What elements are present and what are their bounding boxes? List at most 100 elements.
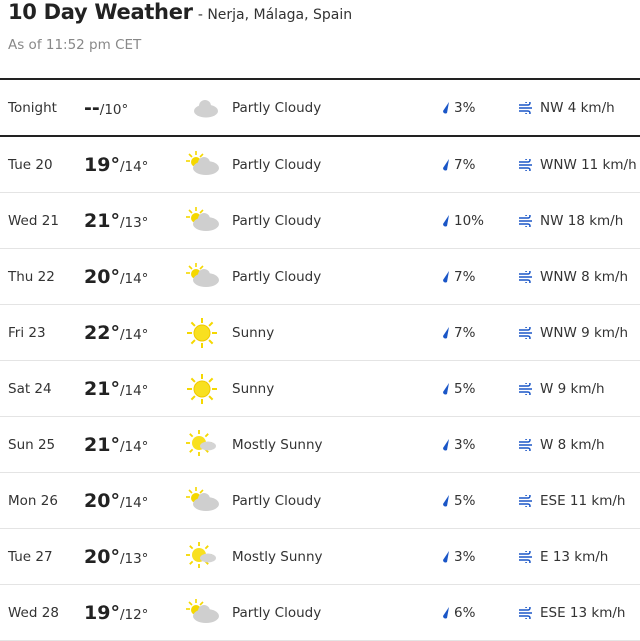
- day-label: Tonight: [8, 99, 57, 116]
- wind-value: WNW 11 km/h: [540, 156, 637, 173]
- wind: WNW 9 km/h: [518, 325, 628, 341]
- condition: Partly Cloudy: [232, 212, 322, 229]
- wind: W 9 km/h: [518, 381, 605, 397]
- day-label: Tue 20: [8, 156, 53, 173]
- precipitation: 10%: [440, 213, 484, 229]
- condition: Partly Cloudy: [232, 99, 322, 116]
- temperature: --/10°: [84, 97, 128, 119]
- sunny-icon: [187, 373, 217, 404]
- precip-value: 3%: [454, 99, 476, 116]
- forecast-row[interactable]: Wed 28 19°/12° Partly Cloudy 6% ESE 13 k…: [0, 585, 640, 641]
- raindrop-icon: [443, 214, 449, 226]
- condition: Partly Cloudy: [232, 268, 322, 285]
- precipitation: 3%: [440, 437, 475, 453]
- raindrop-icon: [443, 101, 449, 113]
- condition: Partly Cloudy: [232, 604, 322, 621]
- wind: NW 18 km/h: [518, 213, 623, 229]
- precipitation: 3%: [440, 549, 475, 565]
- low-temp: /13°: [119, 214, 149, 231]
- precip-value: 3%: [454, 436, 476, 453]
- precipitation: 7%: [440, 325, 475, 341]
- partly-cloudy-icon: [186, 150, 219, 175]
- partly-cloudy-icon: [186, 486, 219, 511]
- night-partly-cloudy-icon: [192, 95, 218, 118]
- precipitation: 3%: [440, 100, 475, 116]
- temperature: 21°/13°: [84, 210, 148, 232]
- low-temp: /14°: [119, 382, 149, 399]
- wind-value: WNW 9 km/h: [540, 324, 629, 341]
- day-label: Wed 21: [8, 212, 59, 229]
- condition: Mostly Sunny: [232, 436, 323, 453]
- low-temp: /14°: [119, 158, 149, 175]
- forecast-row[interactable]: Tue 20 19°/14° Partly Cloudy 7% WNW 11 k…: [0, 137, 640, 193]
- location: - Nerja, Málaga, Spain: [197, 7, 353, 23]
- temperature: 21°/14°: [84, 378, 148, 400]
- wind-icon: [519, 494, 532, 507]
- raindrop-icon: [443, 158, 449, 170]
- condition: Sunny: [232, 324, 275, 341]
- partly-cloudy-icon: [186, 598, 219, 623]
- condition: Mostly Sunny: [232, 548, 323, 565]
- low-temp: /14°: [119, 438, 149, 455]
- day-label: Sun 25: [8, 436, 56, 453]
- forecast-row[interactable]: Fri 23 22°/14° Sunny 7% WNW 9 km/h: [0, 305, 640, 361]
- precip-value: 3%: [454, 548, 476, 565]
- forecast-row[interactable]: Sun 25 21°/14° Mostly Sunny 3% W 8 km/h: [0, 417, 640, 473]
- wind-value: ESE 13 km/h: [540, 604, 626, 621]
- day-label: Thu 22: [8, 268, 55, 285]
- temperature: 22°/14°: [84, 322, 148, 344]
- raindrop-icon: [443, 326, 449, 338]
- precipitation: 5%: [440, 493, 475, 509]
- forecast-row[interactable]: Tue 27 20°/13° Mostly Sunny 3% E 13 km/h: [0, 529, 640, 585]
- high-temp: 20°: [84, 489, 120, 512]
- forecast-table: Tonight --/10° Partly Cloudy 3% NW 4 km/…: [0, 78, 640, 641]
- wind-value: NW 18 km/h: [540, 212, 624, 229]
- raindrop-icon: [443, 438, 449, 450]
- high-temp: 20°: [84, 265, 120, 288]
- forecast-row[interactable]: Mon 26 20°/14° Partly Cloudy 5% ESE 11 k…: [0, 473, 640, 529]
- page-title: 10 Day Weather: [8, 0, 193, 24]
- low-temp: /10°: [99, 101, 129, 118]
- forecast-row[interactable]: Wed 21 21°/13° Partly Cloudy 10% NW 18 k…: [0, 193, 640, 249]
- high-temp: 19°: [84, 601, 120, 624]
- temperature: 20°/14°: [84, 490, 148, 512]
- low-temp: /14°: [119, 326, 149, 343]
- wind-value: E 13 km/h: [540, 548, 609, 565]
- temperature: 20°/13°: [84, 546, 148, 568]
- wind: ESE 13 km/h: [518, 605, 625, 621]
- temperature: 19°/12°: [84, 602, 148, 624]
- mostly-sunny-icon: [186, 541, 216, 568]
- precip-value: 10%: [454, 212, 485, 229]
- high-temp: --: [84, 96, 100, 119]
- high-temp: 21°: [84, 433, 120, 456]
- day-label: Fri 23: [8, 324, 46, 341]
- temperature: 19°/14°: [84, 154, 148, 176]
- forecast-row[interactable]: Tonight --/10° Partly Cloudy 3% NW 4 km/…: [0, 80, 640, 137]
- raindrop-icon: [443, 270, 449, 282]
- precipitation: 7%: [440, 157, 475, 173]
- wind-icon: [519, 326, 532, 339]
- wind-icon: [519, 214, 532, 227]
- high-temp: 21°: [84, 209, 120, 232]
- wind-value: WNW 8 km/h: [540, 268, 629, 285]
- precip-value: 7%: [454, 268, 476, 285]
- partly-cloudy-icon: [186, 206, 219, 231]
- wind: E 13 km/h: [518, 549, 608, 565]
- mostly-sunny-icon: [186, 429, 216, 456]
- forecast-row[interactable]: Sat 24 21°/14° Sunny 5% W 9 km/h: [0, 361, 640, 417]
- wind-value: W 9 km/h: [540, 380, 605, 397]
- condition: Sunny: [232, 380, 275, 397]
- precip-value: 7%: [454, 324, 476, 341]
- wind: NW 4 km/h: [518, 100, 615, 116]
- wind-icon: [519, 382, 532, 395]
- forecast-row[interactable]: Thu 22 20°/14° Partly Cloudy 7% WNW 8 km…: [0, 249, 640, 305]
- precipitation: 7%: [440, 269, 475, 285]
- wind-value: NW 4 km/h: [540, 99, 615, 116]
- high-temp: 19°: [84, 153, 120, 176]
- wind-icon: [519, 158, 532, 171]
- wind-icon: [519, 606, 532, 619]
- wind-value: ESE 11 km/h: [540, 492, 626, 509]
- high-temp: 20°: [84, 545, 120, 568]
- day-label: Sat 24: [8, 380, 52, 397]
- temperature: 20°/14°: [84, 266, 148, 288]
